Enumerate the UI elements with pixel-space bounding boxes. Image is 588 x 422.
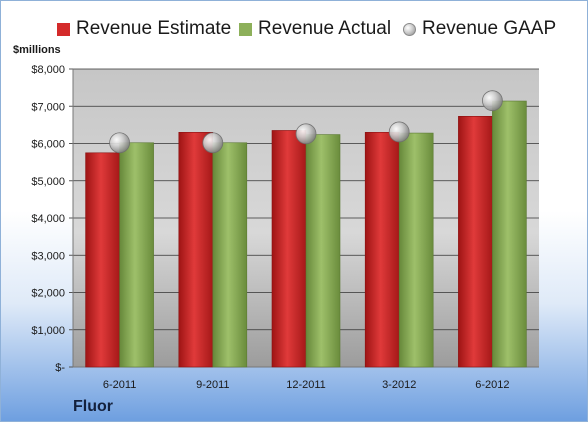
y-tick-label: $7,000 <box>31 101 65 113</box>
legend-swatch-actual <box>239 22 252 36</box>
legend-revenue-actual: Revenue Actual <box>239 15 391 43</box>
bar-revenue-estimate <box>85 152 120 368</box>
bar-revenue-actual <box>212 142 248 368</box>
y-tick-label: $8,000 <box>31 64 65 76</box>
legend-revenue-gaap: Revenue GAAP <box>403 15 556 43</box>
y-axis: $- $1,000 $2,000 $3,000 $4,000 $5,000 $6,000 $7… <box>31 64 74 374</box>
legend-marker-gaap <box>403 22 416 36</box>
legend-label-actual: Revenue Actual <box>258 18 392 39</box>
x-axis: 6-2011 9-2011 12-2011 3-2012 6-2012 <box>73 366 539 391</box>
y-tick-label: $3,000 <box>31 250 65 262</box>
bar-revenue-estimate <box>178 132 214 368</box>
legend: Revenue Estimate Revenue Actual Revenue … <box>1 15 587 43</box>
bar-revenue-estimate <box>364 132 400 368</box>
x-tick-label: 9-2011 <box>196 379 229 391</box>
bar-revenue-estimate <box>458 116 493 368</box>
legend-revenue-estimate: Revenue Estimate <box>57 15 231 43</box>
y-tick-label: $6,000 <box>31 139 65 151</box>
y-tick-label: $5,000 <box>31 176 65 188</box>
y-tick-label: $2,000 <box>31 288 65 300</box>
bar-revenue-actual <box>119 142 154 368</box>
y-axis-unit-label: $millions <box>13 44 61 56</box>
bar-revenue-estimate <box>271 130 307 368</box>
bars <box>85 100 527 368</box>
marker-revenue-gaap <box>109 132 130 154</box>
x-tick-label: 3-2012 <box>382 379 416 391</box>
x-tick-label: 6-2011 <box>103 379 136 391</box>
bar-revenue-actual <box>492 100 527 368</box>
legend-label-gaap: Revenue GAAP <box>422 18 557 39</box>
marker-revenue-gaap <box>202 132 224 154</box>
marker-revenue-gaap <box>388 121 410 143</box>
company-name: Fluor <box>73 398 113 415</box>
marker-revenue-gaap <box>481 90 503 112</box>
y-tick-label: $1,000 <box>31 325 65 337</box>
legend-label-estimate: Revenue Estimate <box>76 18 232 39</box>
marker-revenue-gaap <box>295 123 317 145</box>
x-tick-label: 6-2012 <box>475 379 509 391</box>
bar-revenue-actual <box>305 134 341 368</box>
x-tick-label: 12-2011 <box>286 379 326 391</box>
y-tick-label: $- <box>55 362 65 374</box>
bar-revenue-actual <box>398 132 434 368</box>
gaap-markers <box>109 90 503 154</box>
y-tick-label: $4,000 <box>31 213 65 225</box>
legend-swatch-estimate <box>57 22 70 36</box>
